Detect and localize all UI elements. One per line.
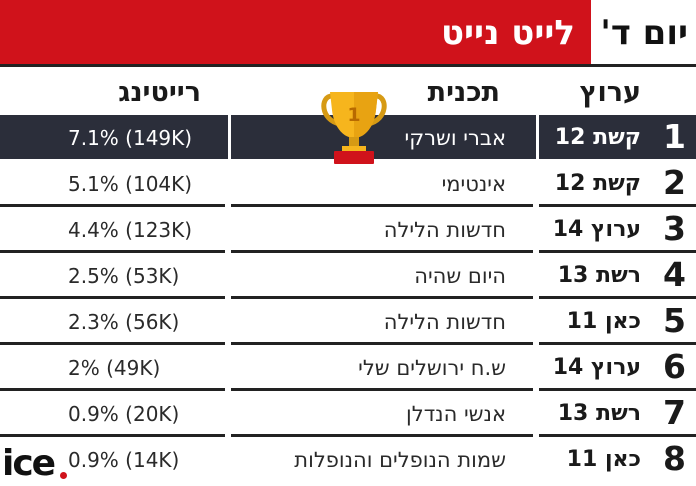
row-divider	[0, 388, 225, 391]
row-divider	[0, 204, 225, 207]
ice-logo: ice	[2, 444, 68, 484]
row-divider	[231, 250, 533, 253]
table-row: 3 ערוץ 14 חדשות הלילה 4.4% (123K)	[0, 207, 696, 253]
rating-value: 0.9% (20K)	[68, 402, 180, 426]
day-box: יום ד'	[591, 0, 696, 66]
table-row: 8 כאן 11 שמות הנופלים והנופלות 0.9% (14K…	[0, 437, 696, 481]
trophy-number: 1	[347, 104, 360, 126]
column-header-show: תכנית	[427, 77, 500, 108]
trophy-icon: 1	[321, 92, 387, 164]
header-banner	[0, 0, 591, 66]
table-row: 6 ערוץ 14 ש.ח ירושלים שלי 2% (49K)	[0, 345, 696, 391]
row-divider	[539, 204, 696, 207]
table-row: 2 קשת 12 אינטימי 5.1% (104K)	[0, 161, 696, 207]
column-header-rating: רייטינג	[118, 77, 201, 108]
header-divider	[0, 64, 696, 67]
channel-name: רשת 13	[557, 401, 641, 426]
row-divider	[539, 296, 696, 299]
row-divider	[231, 342, 533, 345]
page-title: לייט נייט	[440, 13, 575, 53]
rank: 1	[663, 117, 686, 156]
row-divider	[231, 434, 533, 437]
show-name: אנשי הנדלן	[406, 402, 506, 426]
row-divider	[539, 388, 696, 391]
rank: 7	[663, 393, 686, 432]
table-row: 4 רשת 13 היום שהיה 2.5% (53K)	[0, 253, 696, 299]
show-name: אינטימי	[441, 172, 506, 196]
channel-name: כאן 11	[566, 447, 641, 472]
show-name: חדשות הלילה	[383, 310, 506, 334]
channel-name: קשת 12	[554, 171, 641, 196]
column-header-channel: ערוץ	[579, 77, 641, 108]
row-divider	[231, 296, 533, 299]
row-divider	[539, 342, 696, 345]
show-name: אברי ושרקי	[404, 126, 506, 150]
logo-dot	[60, 472, 67, 479]
rank: 6	[663, 347, 686, 386]
show-name: חדשות הלילה	[383, 218, 506, 242]
rating-value: 2.5% (53K)	[68, 264, 180, 288]
rating-value: 2.3% (56K)	[68, 310, 180, 334]
row-divider	[231, 388, 533, 391]
table-row: 5 כאן 11 חדשות הלילה 2.3% (56K)	[0, 299, 696, 345]
rank: 5	[663, 301, 686, 340]
rank: 4	[663, 255, 686, 294]
rating-value: 5.1% (104K)	[68, 172, 193, 196]
rating-value: 7.1% (149K)	[68, 126, 193, 150]
row-divider	[0, 342, 225, 345]
channel-name: רשת 13	[557, 263, 641, 288]
show-name: שמות הנופלים והנופלות	[294, 448, 506, 472]
show-name: היום שהיה	[414, 264, 506, 288]
column-gap	[536, 115, 539, 159]
channel-name: קשת 12	[554, 125, 641, 150]
row-divider	[231, 204, 533, 207]
row-divider	[0, 296, 225, 299]
channel-name: ערוץ 14	[552, 355, 641, 380]
day-label: יום ד'	[600, 13, 688, 53]
rating-value: 4.4% (123K)	[68, 218, 193, 242]
logo-text: ice	[2, 443, 56, 484]
row-divider	[0, 250, 225, 253]
table-row: 7 רשת 13 אנשי הנדלן 0.9% (20K)	[0, 391, 696, 437]
row-divider	[539, 250, 696, 253]
row-divider	[539, 434, 696, 437]
column-gap	[228, 115, 231, 159]
rating-value: 0.9% (14K)	[68, 448, 180, 472]
rank: 2	[663, 163, 686, 202]
show-name: ש.ח ירושלים שלי	[358, 356, 506, 380]
rank: 3	[663, 209, 686, 248]
header: לייט נייט יום ד'	[0, 0, 696, 67]
rating-value: 2% (49K)	[68, 356, 161, 380]
rank: 8	[663, 439, 686, 478]
channel-name: כאן 11	[566, 309, 641, 334]
row-divider	[0, 434, 225, 437]
channel-name: ערוץ 14	[552, 217, 641, 242]
